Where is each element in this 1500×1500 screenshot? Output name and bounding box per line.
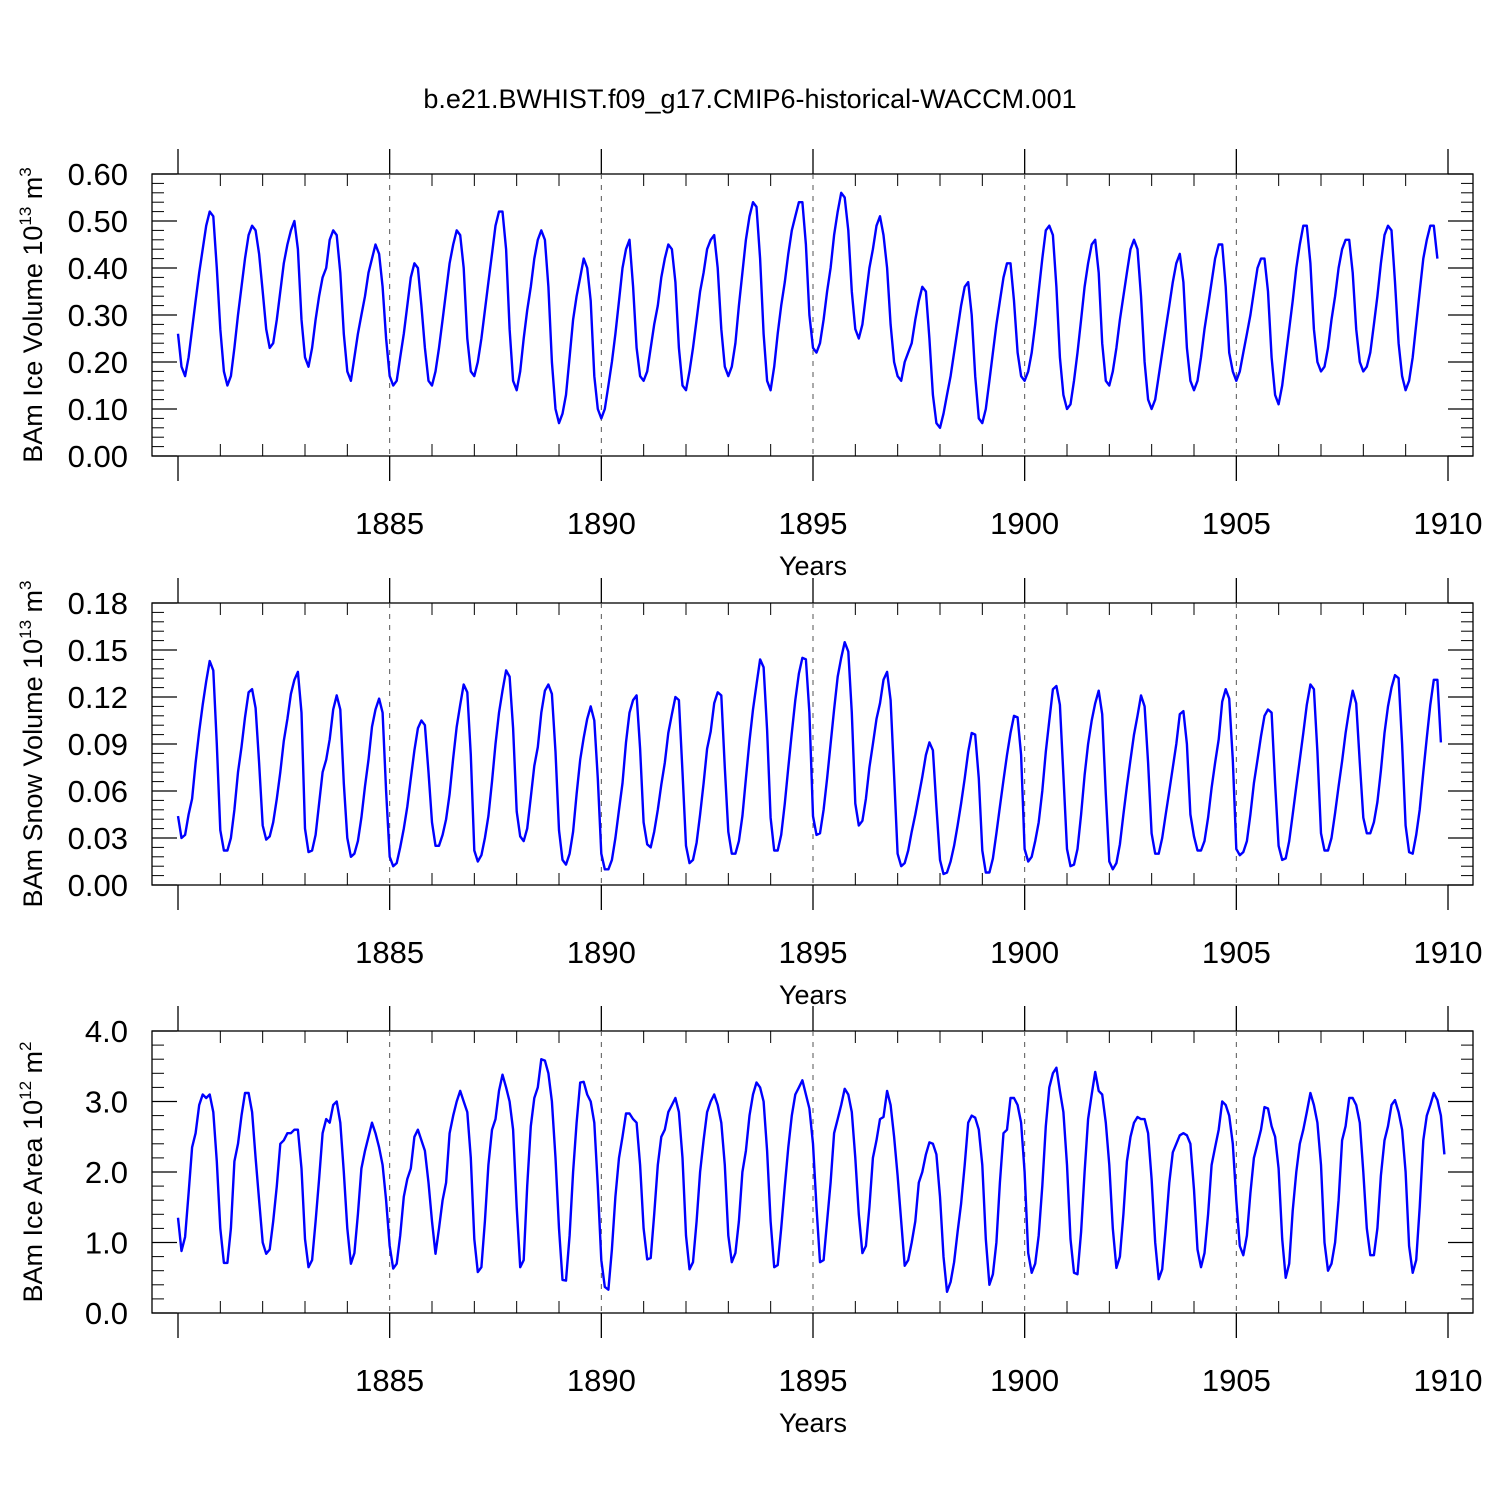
y-tick-label: 0.40	[68, 251, 128, 286]
chart-panel-1: 0.00 0.10 0.20 0.30 0.40 0.50 0.60 1885 1890 1895…	[16, 149, 1482, 581]
y-axis-title: BAm Ice Area 1012 m2	[16, 1042, 48, 1303]
x-tick-label: 1910	[1414, 506, 1483, 541]
x-tick-label: 1895	[779, 506, 848, 541]
y-tick-label: 0.50	[68, 204, 128, 239]
x-tick-label: 1885	[355, 1363, 424, 1398]
y-tick-label: 0.12	[68, 680, 128, 715]
y-tick-label: 0.06	[68, 774, 128, 809]
x-tick-label: 1885	[355, 935, 424, 970]
y-tick-label: 0.15	[68, 633, 128, 668]
y-tick-label: 1.0	[85, 1226, 128, 1261]
x-tick-label: 1900	[990, 935, 1059, 970]
x-axis-title: Years	[779, 1408, 847, 1438]
x-tick-label: 1900	[990, 506, 1059, 541]
y-tick-label: 2.0	[85, 1155, 128, 1190]
y-tick-label: 0.10	[68, 392, 128, 427]
plot-frame	[151, 602, 1474, 886]
x-tick-label: 1890	[567, 1363, 636, 1398]
series-line-1	[176, 641, 1443, 876]
y-tick-label: 0.00	[68, 868, 128, 903]
x-tick-label: 1910	[1414, 1363, 1483, 1398]
x-tick-label: 1895	[779, 1363, 848, 1398]
x-axis-title: Years	[779, 980, 847, 1010]
y-tick-label: 3.0	[85, 1085, 128, 1120]
x-tick-label: 1910	[1414, 935, 1483, 970]
x-tick-label: 1890	[567, 935, 636, 970]
y-axis-title: BAm Ice Volume 1013 m3	[16, 167, 48, 463]
y-axis-title: BAm Snow Volume 1013 m3	[16, 580, 48, 907]
x-tick-label: 1905	[1202, 935, 1271, 970]
y-tick-label: 0.03	[68, 821, 128, 856]
chart-panel-3: 0.0 1.0 2.0 3.0 4.0 1885 1890 1895 1900 1905 1910 Y…	[16, 1006, 1482, 1438]
y-tick-label: 0.0	[85, 1296, 128, 1331]
series-line-1	[176, 191, 1439, 429]
x-tick-label: 1885	[355, 506, 424, 541]
y-tick-label: 4.0	[85, 1014, 128, 1049]
y-tick-label: 0.00	[68, 439, 128, 474]
x-tick-label: 1895	[779, 935, 848, 970]
plot-frame	[151, 1030, 1474, 1314]
y-tick-label: 0.20	[68, 345, 128, 380]
chart-title: b.e21.BWHIST.f09_g17.CMIP6-historical-WA…	[423, 84, 1077, 114]
x-axis-title: Years	[779, 551, 847, 581]
y-tick-label: 0.09	[68, 727, 128, 762]
y-tick-label: 0.60	[68, 157, 128, 192]
y-tick-label: 0.18	[68, 586, 128, 621]
x-tick-label: 1905	[1202, 1363, 1271, 1398]
x-tick-label: 1890	[567, 506, 636, 541]
x-tick-label: 1900	[990, 1363, 1059, 1398]
x-tick-label: 1905	[1202, 506, 1271, 541]
y-tick-label: 0.30	[68, 298, 128, 333]
plot-frame	[151, 173, 1474, 457]
series-line-1	[176, 1057, 1446, 1294]
chart-panel-2: 0.00 0.03 0.06 0.09 0.12 0.15 0.18 1885 1890 1895…	[16, 578, 1482, 1010]
